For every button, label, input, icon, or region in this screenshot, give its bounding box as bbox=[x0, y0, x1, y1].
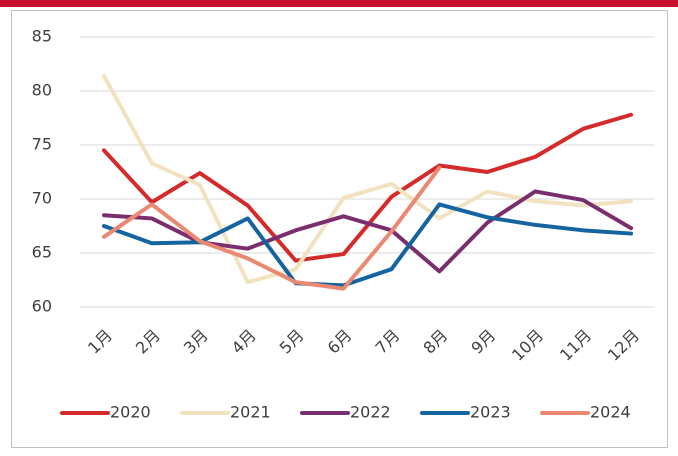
series-line bbox=[101, 73, 634, 285]
x-tick-label: 6月 bbox=[324, 326, 356, 358]
x-tick-label: 4月 bbox=[228, 326, 260, 358]
legend-label: 2022 bbox=[350, 403, 391, 422]
y-tick-label: 75 bbox=[32, 135, 52, 154]
legend-label: 2020 bbox=[110, 403, 151, 422]
y-tick-label: 60 bbox=[32, 297, 52, 316]
x-tick-label: 7月 bbox=[372, 326, 404, 358]
x-tick-label: 2月 bbox=[132, 326, 164, 358]
x-tick-label: 10月 bbox=[508, 326, 547, 365]
series-line bbox=[101, 112, 634, 263]
y-tick-label: 80 bbox=[32, 81, 52, 100]
series-line bbox=[101, 189, 634, 274]
series-line bbox=[101, 202, 634, 288]
chart-border bbox=[11, 10, 668, 448]
legend-label: 2023 bbox=[470, 403, 511, 422]
x-tick-label: 11月 bbox=[556, 326, 595, 365]
top-bar bbox=[0, 0, 678, 7]
x-tick-label: 3月 bbox=[180, 326, 212, 358]
legend-label: 2021 bbox=[230, 403, 271, 422]
legend-label: 2024 bbox=[590, 403, 631, 422]
y-tick-label: 85 bbox=[32, 27, 52, 46]
x-tick-label: 12月 bbox=[604, 326, 643, 365]
x-tick-label: 1月 bbox=[84, 326, 116, 358]
x-tick-label: 5月 bbox=[276, 326, 308, 358]
y-tick-label: 65 bbox=[32, 243, 52, 262]
x-tick-label: 9月 bbox=[467, 326, 499, 358]
series-line bbox=[101, 165, 442, 291]
y-tick-label: 70 bbox=[32, 189, 52, 208]
x-tick-label: 8月 bbox=[419, 326, 451, 358]
